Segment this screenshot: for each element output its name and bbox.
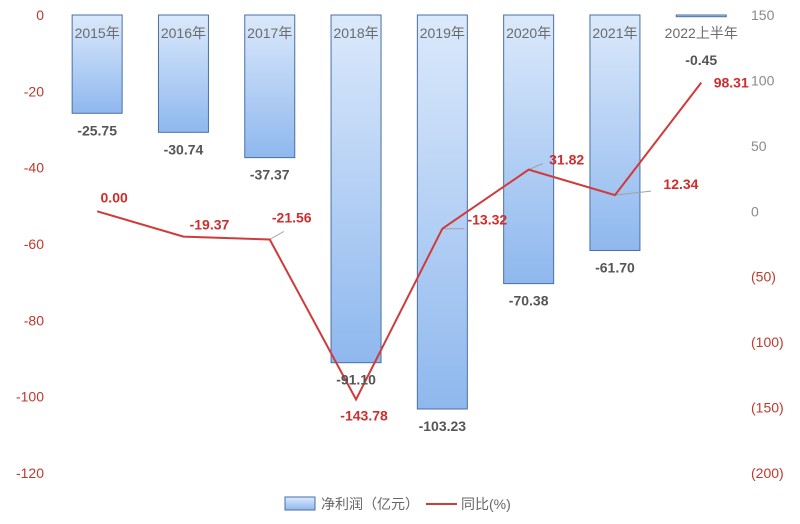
left-axis-tick: -40 [24,160,44,176]
bar-value-label: -37.37 [250,167,290,183]
bar [503,14,555,285]
left-axis: 0 -20 -40 -60 -80 -100 -120 [16,7,44,481]
line-value-label: -21.56 [272,209,312,225]
bar-value-label: -70.38 [509,293,549,309]
bar-series [71,14,727,410]
bar-value-label: -0.45 [685,52,717,68]
category-label: 2019年 [420,25,465,41]
line-value-label: -19.37 [190,217,230,233]
bar [71,14,123,114]
bar-value-label: -30.74 [164,141,204,157]
legend-bar-label: 净利润（亿元） [321,496,419,512]
right-axis-tick: 50 [751,138,767,154]
leader-lines [269,163,652,240]
left-axis-tick: 0 [36,7,44,23]
line-value-label: -143.78 [340,407,388,423]
left-axis-tick: -80 [24,312,44,328]
right-axis-tick: (200) [751,465,784,481]
right-axis-tick: 0 [751,203,759,219]
right-axis-tick: (150) [751,400,784,416]
line-value-label: 12.34 [663,176,698,192]
category-label: 2021年 [592,25,637,41]
bar [675,14,727,18]
data-labels: -25.75 -30.74 -37.37 -91.10 -103.23 -70.38 -61… [77,52,749,434]
left-axis-tick: -120 [16,465,44,481]
right-axis-tick: 150 [751,7,775,23]
bar-value-label: -103.23 [419,418,467,434]
category-label: 2020年 [506,25,551,41]
bar [157,14,209,133]
bar-value-label: -91.10 [336,372,376,388]
bar [416,14,468,410]
bar [244,14,296,159]
line-value-label: -13.32 [467,212,507,228]
bar [330,14,382,364]
line-path [96,82,703,402]
category-label: 2015年 [75,25,120,41]
right-axis-tick: 100 [751,72,775,88]
line-series [96,82,703,402]
legend-line-label: 同比(%) [461,496,511,512]
leader-line [269,231,284,240]
bar-value-label: -61.70 [595,259,635,275]
bar [589,14,641,251]
category-label: 2018年 [333,25,378,41]
right-axis: 150 100 50 0 (50) (100) (150) (200) [751,7,784,481]
category-label: 2017年 [247,25,292,41]
bar-value-label: -25.75 [77,122,117,138]
leader-line [614,190,652,196]
left-axis-tick: -60 [24,236,44,252]
right-axis-tick: (50) [751,269,776,285]
left-axis-tick: -20 [24,83,44,99]
line-value-label: 0.00 [101,189,128,205]
legend-bar-swatch [284,496,316,511]
right-axis-tick: (100) [751,334,784,350]
legend: 净利润（亿元） 同比(%) [284,496,511,512]
category-labels: 2015年 2016年 2017年 2018年 2019年 2020年 2021年 2022上… [75,25,738,41]
line-value-label: 98.31 [714,75,749,91]
category-label: 2016年 [161,25,206,41]
category-label: 2022上半年 [665,25,738,41]
left-axis-tick: -100 [16,389,44,405]
line-value-label: 31.82 [549,152,584,168]
leader-line [528,163,543,171]
